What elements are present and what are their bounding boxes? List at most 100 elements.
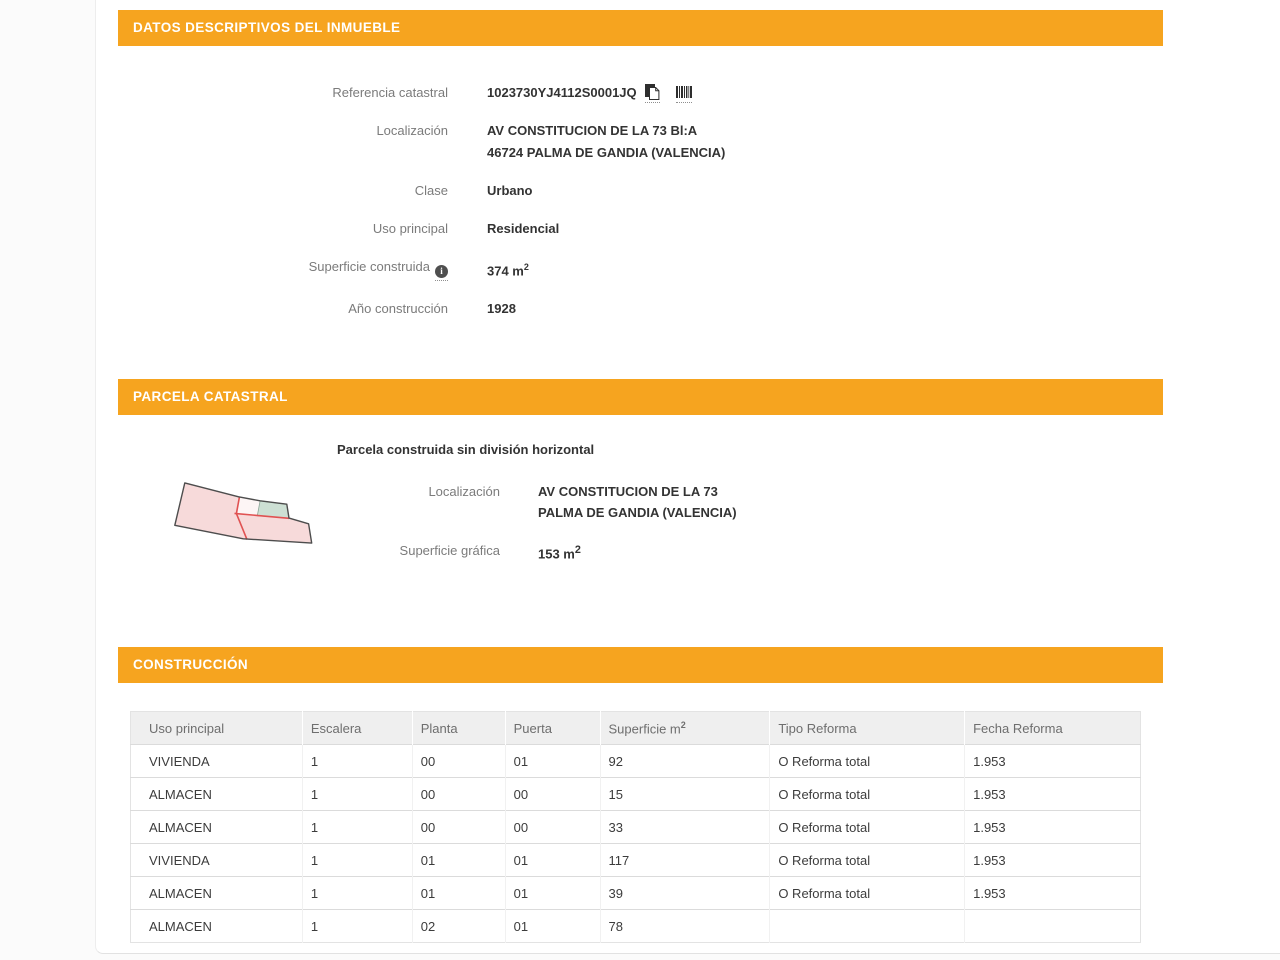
cell-superficie: 117 [599,843,770,877]
cell-tipo-reforma: O Reforma total [769,777,965,811]
cell-fecha-reforma: 1.953 [964,810,1141,844]
superficie-label-text: Superficie construida [308,259,430,274]
parcela-body: Parcela construida sin división horizont… [118,415,1163,617]
cell-superficie: 39 [599,876,770,910]
cell-fecha-reforma: 1.953 [964,843,1141,877]
cell-puerta: 00 [504,810,601,844]
header-uso-principal: Uso principal [130,711,303,745]
uso-principal-value: Residencial [487,221,560,236]
header-superficie: Superficie m2 [599,711,770,745]
localizacion-line2: 46724 PALMA DE GANDIA (VALENCIA) [487,145,726,160]
info-icon[interactable]: i [435,265,448,281]
superficie-grafica-sup: 2 [574,544,581,557]
cell-uso: ALMACEN [130,777,303,811]
cell-escalera: 1 [301,744,413,778]
cell-planta: 00 [411,810,506,844]
barcode-icon[interactable] [675,86,692,103]
clase-value: Urbano [487,183,533,198]
anio-construccion-value: 1928 [487,301,516,317]
table-header-row: Uso principal Escalera Planta Puerta Sup… [130,711,1141,745]
cell-puerta: 01 [504,744,601,778]
superficie-sup: 2 [523,262,529,272]
cell-escalera: 1 [301,909,413,943]
cell-tipo-reforma: O Reforma total [769,876,965,910]
cell-puerta: 01 [504,843,601,877]
inmueble-fields: Referencia catastral 1023730YJ4112S0001J… [118,46,1163,349]
header-planta: Planta [411,711,506,745]
section-header-construccion: CONSTRUCCIÓN [118,647,1163,684]
field-label: Uso principal [372,221,448,236]
cell-escalera: 1 [301,777,413,811]
table-row: ALMACEN 1 01 01 39 O Reforma total 1.953 [130,876,1141,910]
table-row: ALMACEN 1 02 01 78 [130,909,1141,943]
section-title: PARCELA CATASTRAL [133,389,288,405]
cell-planta: 00 [411,777,506,811]
cell-planta: 01 [411,876,506,910]
parcela-subtitle: Parcela construida sin división horizont… [337,442,595,458]
cell-tipo-reforma: O Reforma total [769,810,965,844]
header-escalera: Escalera [301,711,413,745]
cell-uso: ALMACEN [130,876,303,910]
field-label: Referencia catastral [332,85,448,100]
header-puerta: Puerta [504,711,601,745]
localizacion-line1: AV CONSTITUCION DE LA 73 Bl:A [487,123,698,138]
header-superficie-text: Superficie m [608,721,681,737]
info-icon-glyph: i [435,265,448,278]
parcel-map-icon[interactable] [163,472,331,572]
table-row: ALMACEN 1 00 00 15 O Reforma total 1.953 [130,777,1141,811]
cell-superficie: 92 [599,744,770,778]
parcela-localizacion-line2: PALMA DE GANDIA (VALENCIA) [538,505,737,521]
field-label: Superficie construida i [118,256,448,282]
construccion-table: Uso principal Escalera Planta Puerta Sup… [130,711,1141,944]
parcela-localizacion-line1: AV CONSTITUCION DE LA 73 [538,484,718,500]
cell-fecha-reforma: 1.953 [964,744,1141,778]
field-value: AV CONSTITUCION DE LA 73 PALMA DE GANDIA… [538,481,737,523]
cell-superficie: 78 [599,909,770,943]
section-datos-inmueble: DATOS DESCRIPTIVOS DEL INMUEBLE Referenc… [118,10,1163,349]
cell-escalera: 1 [301,876,413,910]
cell-superficie: 33 [599,810,770,844]
field-anio-construccion: Año construcción 1928 [118,298,1163,320]
field-value: 1023730YJ4112S0001JQ [487,82,692,104]
cell-escalera: 1 [301,810,413,844]
cell-planta: 01 [411,843,506,877]
construccion-table-wrap: Uso principal Escalera Planta Puerta Sup… [118,683,1163,944]
field-localizacion: Localización AV CONSTITUCION DE LA 73 Bl… [118,120,1163,164]
header-superficie-sup: 2 [680,720,686,731]
section-header-inmueble: DATOS DESCRIPTIVOS DEL INMUEBLE [118,10,1163,46]
field-label: Clase [414,183,448,198]
cell-tipo-reforma: O Reforma total [769,744,965,778]
section-construccion: CONSTRUCCIÓN Uso principal Escalera Plan… [118,647,1163,944]
cell-fecha-reforma [964,909,1141,943]
cell-uso: VIVIENDA [130,843,303,877]
cell-tipo-reforma [769,909,965,943]
header-fecha-reforma: Fecha Reforma [964,711,1141,745]
field-label: Año construcción [348,301,448,317]
field-clase: Clase Urbano [118,180,1163,202]
field-uso-principal: Uso principal Residencial [118,218,1163,240]
cell-escalera: 1 [301,843,413,877]
field-label: Localización [376,123,448,138]
cell-superficie: 15 [599,777,770,811]
section-title: CONSTRUCCIÓN [133,657,249,673]
superficie-grafica-number: 153 m [538,546,575,562]
cell-puerta: 01 [504,909,601,943]
content-card: DATOS DESCRIPTIVOS DEL INMUEBLE Referenc… [95,0,1280,954]
field-value: AV CONSTITUCION DE LA 73 Bl:A 46724 PALM… [487,120,725,164]
cell-uso: ALMACEN [130,909,303,943]
referencia-catastral-value: 1023730YJ4112S0001JQ [487,85,637,100]
cell-fecha-reforma: 1.953 [964,876,1141,910]
parcela-field-superficie-grafica: Superficie gráfica 153 m2 [118,540,581,564]
cell-planta: 00 [411,744,506,778]
section-parcela-catastral: PARCELA CATASTRAL Parcela construida sin… [118,379,1163,617]
cell-puerta: 00 [504,777,601,811]
main-content: DATOS DESCRIPTIVOS DEL INMUEBLE Referenc… [118,0,1163,944]
superficie-grafica-value: 153 m2 [538,540,581,564]
cell-fecha-reforma: 1.953 [964,777,1141,811]
cell-tipo-reforma: O Reforma total [769,843,965,877]
section-title: DATOS DESCRIPTIVOS DEL INMUEBLE [133,20,401,35]
cell-uso: ALMACEN [130,810,303,844]
field-label: Superficie gráfica [399,543,500,559]
table-row: VIVIENDA 1 00 01 92 O Reforma total 1.95… [130,744,1141,778]
copy-icon[interactable] [644,84,660,103]
